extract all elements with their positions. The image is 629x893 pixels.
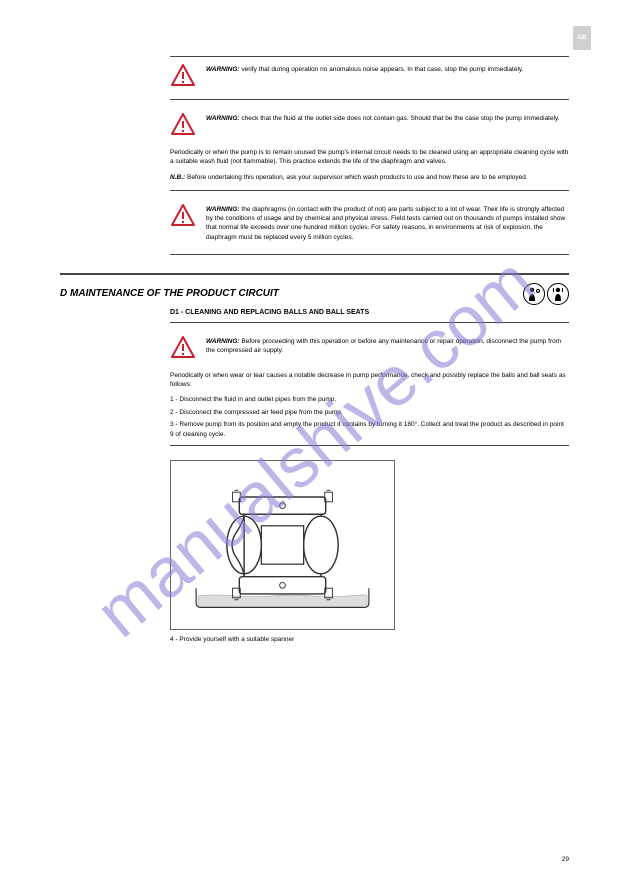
warning-triangle-icon [170, 203, 196, 227]
step-3: 3 - Remove pump from its position and em… [170, 420, 569, 439]
subsection-title: D1 - CLEANING AND REPLACING BALLS AND BA… [170, 309, 569, 316]
warning-block-1: WARNING: verify that during operation no… [170, 57, 569, 93]
maintenance-warning-block: WARNING: Before proceeding with this ope… [170, 329, 569, 365]
maintenance-icon [547, 283, 569, 305]
warning-block-2: WARNING: check that the fluid at the out… [170, 106, 569, 142]
note-block: N.B.: Before undertaking this operation,… [170, 173, 569, 182]
page-language-tab: GB [573, 26, 591, 50]
main-content: WARNING: verify that during operation no… [0, 0, 629, 683]
operator-icon: i [523, 283, 545, 305]
pump-diagram-figure [170, 460, 395, 630]
warning-triangle-icon [170, 63, 196, 87]
warning-triangle-icon [170, 112, 196, 136]
step-1: 1 - Disconnect the fluid in and outlet p… [170, 395, 569, 404]
figure-caption: 4 - Provide yourself with a suitable spa… [170, 636, 569, 643]
warning-text-3: WARNING: the diaphragms (in contact with… [206, 203, 569, 241]
warning-text-1: WARNING: verify that during operation no… [206, 63, 569, 87]
warning-text-2: WARNING: check that the fluid at the out… [206, 112, 569, 136]
warning-block-3: WARNING: the diaphragms (in contact with… [170, 197, 569, 247]
warning-triangle-icon [170, 335, 196, 359]
step-list: 1 - Disconnect the fluid in and outlet p… [170, 395, 569, 439]
section-header: D MAINTENANCE OF THE PRODUCT CIRCUIT i [60, 283, 569, 305]
step-2: 2 - Disconnect the compressed air feed p… [170, 408, 569, 417]
maintenance-warning-text: WARNING: Before proceeding with this ope… [206, 335, 569, 359]
section-icons: i [523, 283, 569, 305]
page-number: 29 [562, 856, 569, 863]
cleaning-instructions: Periodically or when the pump is to rema… [170, 148, 569, 167]
section-title: D MAINTENANCE OF THE PRODUCT CIRCUIT [60, 288, 279, 299]
maintenance-intro: Periodically or when wear or tear causes… [170, 371, 569, 390]
